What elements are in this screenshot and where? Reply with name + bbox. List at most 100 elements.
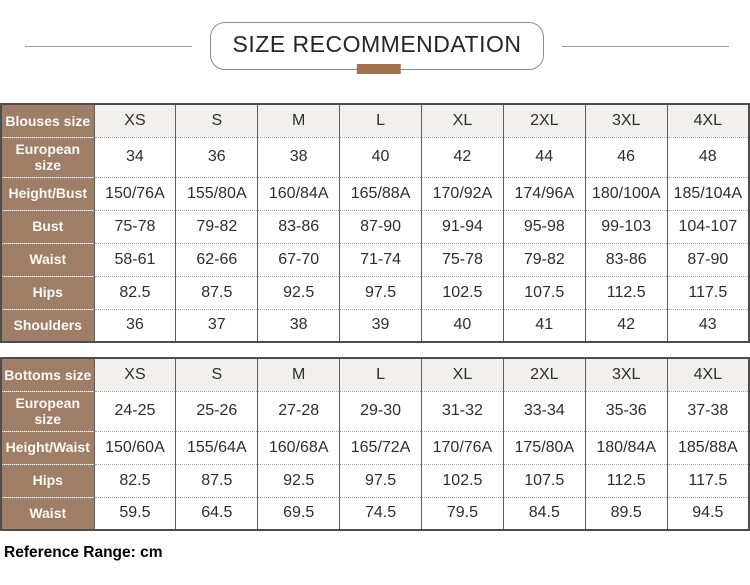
table-cell: 74.5	[339, 496, 422, 530]
table-cell: S	[175, 358, 258, 391]
row-header-cell: Waist	[1, 496, 94, 530]
table-cell: 27-28	[257, 390, 340, 431]
table-cell: 175/80A	[502, 430, 586, 464]
table-cell: XS	[93, 104, 176, 137]
blouses-size-table: Blouses size XS S M L XL 2XL 3XL 4XL European siz…	[0, 103, 750, 343]
row-header-cell: Waist	[1, 242, 94, 276]
table-cell: 185/88A	[666, 430, 749, 464]
divider-line-right	[562, 45, 730, 47]
table-row: Shoulders 36 37 38 39 40 41 42 43	[1, 308, 749, 342]
table-cell: 185/104A	[666, 176, 749, 210]
row-header-cell: European size	[1, 136, 94, 177]
table-cell: 83-86	[584, 242, 668, 276]
table-cell: 92.5	[257, 463, 340, 497]
table-cell: 82.5	[93, 275, 176, 309]
table-cell: 102.5	[421, 275, 504, 309]
table-cell: M	[257, 358, 340, 391]
page-title: SIZE RECOMMENDATION	[232, 31, 522, 57]
table-cell: 31-32	[421, 390, 504, 431]
divider-line-left	[25, 45, 192, 47]
table-cell: 89.5	[584, 496, 668, 530]
table-cell: 4XL	[666, 358, 749, 391]
table-cell: 107.5	[502, 275, 586, 309]
table-cell: 40	[421, 308, 504, 342]
table-cell: 94.5	[666, 496, 749, 530]
row-header-cell: Blouses size	[1, 104, 94, 137]
table-row: Height/Waist 150/60A 155/64A 160/68A 165/72A…	[1, 430, 749, 464]
table-cell: 75-78	[93, 209, 176, 243]
table-row: Bottoms size XS S M L XL 2XL 3XL 4XL	[1, 358, 749, 391]
table-cell: L	[339, 358, 422, 391]
table-cell: 64.5	[175, 496, 258, 530]
table-cell: 2XL	[502, 358, 586, 391]
table-cell: 84.5	[502, 496, 586, 530]
row-header-cell: Shoulders	[1, 308, 94, 342]
table-cell: 33-34	[502, 390, 586, 431]
row-header-cell: Hips	[1, 463, 94, 497]
table-row: Waist 59.5 64.5 69.5 74.5 79.5 84.5 89.5 94.5	[1, 496, 749, 530]
table-cell: 75-78	[421, 242, 504, 276]
table-cell: 4XL	[666, 104, 749, 137]
table-cell: 25-26	[175, 390, 258, 431]
table-cell: 79-82	[502, 242, 586, 276]
table-cell: 41	[502, 308, 586, 342]
table-row: Waist 58-61 62-66 67-70 71-74 75-78 79-82 83-86…	[1, 242, 749, 276]
table-cell: XL	[421, 104, 504, 137]
table-cell: 117.5	[666, 463, 749, 497]
table-cell: 36	[175, 136, 258, 177]
table-cell: 174/96A	[502, 176, 586, 210]
table-row: Hips 82.5 87.5 92.5 97.5 102.5 107.5 112.5 117.5	[1, 275, 749, 309]
size-recommendation-header: SIZE RECOMMENDATION	[0, 0, 750, 74]
table-row: Blouses size XS S M L XL 2XL 3XL 4XL	[1, 104, 749, 137]
table-cell: 36	[93, 308, 176, 342]
table-cell: 79.5	[421, 496, 504, 530]
table-cell: 165/72A	[339, 430, 422, 464]
table-cell: 37-38	[666, 390, 749, 431]
table-cell: 97.5	[339, 275, 422, 309]
table-cell: 37	[175, 308, 258, 342]
table-cell: 42	[421, 136, 504, 177]
table-cell: 62-66	[175, 242, 258, 276]
table-cell: 99-103	[584, 209, 668, 243]
table-cell: 150/60A	[93, 430, 176, 464]
table-cell: 95-98	[502, 209, 586, 243]
table-row: European size 34 36 38 40 42 44 46 48	[1, 136, 749, 177]
table-cell: 79-82	[175, 209, 258, 243]
table-cell: 39	[339, 308, 422, 342]
table-cell: 83-86	[257, 209, 340, 243]
table-cell: 44	[502, 136, 586, 177]
table-cell: 29-30	[339, 390, 422, 431]
table-cell: 87-90	[666, 242, 749, 276]
table-cell: 59.5	[93, 496, 176, 530]
table-cell: L	[339, 104, 422, 137]
table-cell: 3XL	[584, 358, 668, 391]
table-cell: 38	[257, 308, 340, 342]
table-cell: 165/88A	[339, 176, 422, 210]
table-cell: 91-94	[421, 209, 504, 243]
table-cell: 58-61	[93, 242, 176, 276]
table-row: Bust 75-78 79-82 83-86 87-90 91-94 95-98 99-103…	[1, 209, 749, 243]
table-cell: 150/76A	[93, 176, 176, 210]
table-cell: 38	[257, 136, 340, 177]
table-cell: 3XL	[584, 104, 668, 137]
table-row: Height/Bust 150/76A 155/80A 160/84A 165/88A 1…	[1, 176, 749, 210]
table-cell: 180/100A	[584, 176, 668, 210]
table-cell: XS	[93, 358, 176, 391]
table-cell: 82.5	[93, 463, 176, 497]
row-header-cell: Bust	[1, 209, 94, 243]
table-cell: 155/80A	[175, 176, 258, 210]
table-cell: 46	[584, 136, 668, 177]
table-cell: 104-107	[666, 209, 749, 243]
table-cell: 2XL	[502, 104, 586, 137]
table-cell: 71-74	[339, 242, 422, 276]
table-row: Hips 82.5 87.5 92.5 97.5 102.5 107.5 112.5 117.5	[1, 463, 749, 497]
table-cell: 87-90	[339, 209, 422, 243]
row-header-cell: Hips	[1, 275, 94, 309]
row-header-cell: Bottoms size	[1, 358, 94, 391]
title-accent-tab	[356, 64, 401, 74]
reference-range-note: Reference Range: cm	[4, 544, 163, 561]
table-cell: 180/84A	[584, 430, 668, 464]
table-cell: 160/84A	[257, 176, 340, 210]
table-cell: 43	[666, 308, 749, 342]
table-cell: 160/68A	[257, 430, 340, 464]
